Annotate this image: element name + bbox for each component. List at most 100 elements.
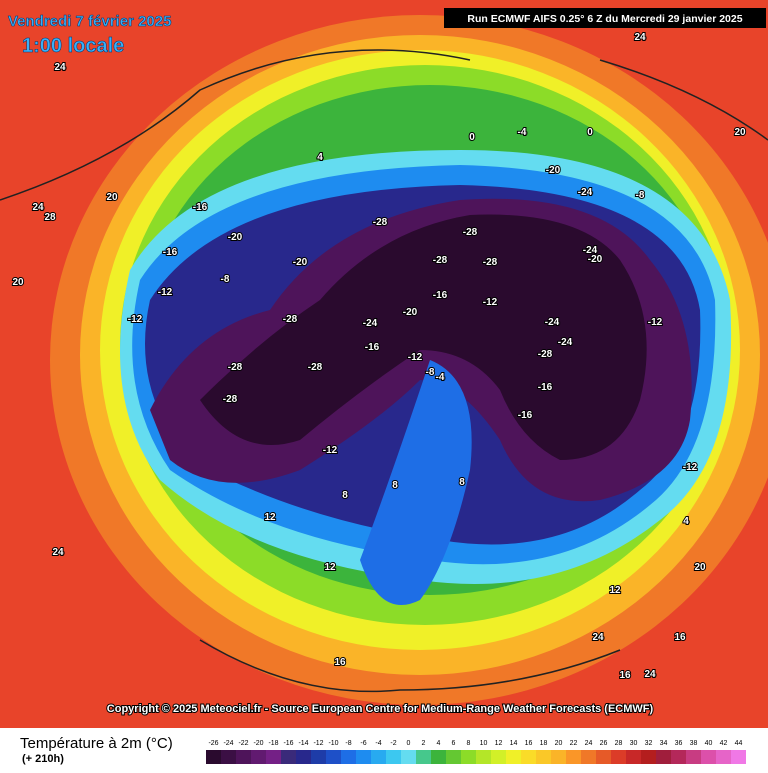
temperature-label: -16	[193, 202, 208, 213]
colorbar-cell	[446, 750, 461, 764]
temperature-label: 24	[644, 669, 656, 680]
colorbar-tick-label: 22	[570, 740, 578, 747]
colorbar-cell	[206, 750, 221, 764]
temperature-label: -28	[228, 362, 243, 373]
temperature-label: -28	[463, 227, 478, 238]
temperature-label: 4	[683, 516, 689, 527]
colorbar-tick-label: -20	[253, 740, 263, 747]
colorbar-tick-label: -22	[238, 740, 248, 747]
colorbar-tick-label: 8	[467, 740, 471, 747]
temperature-label: -20	[228, 232, 243, 243]
colorbar-tick-label: -10	[328, 740, 338, 747]
temperature-label: -28	[373, 217, 388, 228]
colorbar-tick-label: 34	[660, 740, 668, 747]
colorbar-tick-label: 20	[555, 740, 563, 747]
temperature-label: 0	[587, 127, 593, 138]
temperature-label: 24	[634, 32, 646, 43]
colorbar-cell	[326, 750, 341, 764]
temperature-label: -28	[433, 255, 448, 266]
colorbar-cell	[221, 750, 236, 764]
colorbar-tick-label: 18	[540, 740, 548, 747]
colorbar-tick-label: 10	[480, 740, 488, 747]
colorbar-cell	[476, 750, 491, 764]
temperature-label: 20	[694, 562, 706, 573]
temperature-label: -28	[223, 394, 238, 405]
colorbar-cell	[536, 750, 551, 764]
colorbar-cell	[461, 750, 476, 764]
temperature-label: -24	[578, 187, 593, 198]
temperature-label: -16	[365, 342, 380, 353]
temperature-label: 8	[392, 480, 398, 491]
temperature-label: 0	[469, 132, 475, 143]
temperature-label: -8	[636, 190, 645, 201]
colorbar-tick-label: 26	[600, 740, 608, 747]
colorbar-cell	[341, 750, 356, 764]
temperature-label: -28	[308, 362, 323, 373]
temperature-label: -8	[426, 367, 435, 378]
colorbar-cell	[431, 750, 446, 764]
temperature-label: -16	[433, 290, 448, 301]
temperature-label: -16	[518, 410, 533, 421]
temperature-label: -12	[408, 352, 423, 363]
temperature-label: 20	[106, 192, 118, 203]
run-box	[444, 8, 766, 28]
colorbar-cell	[266, 750, 281, 764]
temperature-label: -24	[545, 317, 560, 328]
temperature-label: 8	[459, 477, 465, 488]
colorbar-cell	[491, 750, 506, 764]
temperature-label: 16	[619, 670, 631, 681]
temperature-label: 20	[12, 277, 24, 288]
legend-title: Température à 2m (°C)	[20, 735, 173, 752]
colorbar-tick-label: -16	[283, 740, 293, 747]
temperature-label: -24	[558, 337, 573, 348]
temperature-label: -4	[436, 372, 445, 383]
colorbar-cell	[386, 750, 401, 764]
temperature-label: 28	[44, 212, 56, 223]
temperature-label: -12	[128, 314, 143, 325]
colorbar-cell	[701, 750, 716, 764]
colorbar-tick-label: -26	[208, 740, 218, 747]
colorbar-cell	[626, 750, 641, 764]
colorbar-tick-label: 42	[720, 740, 728, 747]
colorbar-tick-label: 2	[422, 740, 426, 747]
colorbar-cell	[731, 750, 746, 764]
temperature-label: -8	[221, 274, 230, 285]
temperature-label: 20	[734, 127, 746, 138]
colorbar-tick-label: 6	[452, 740, 456, 747]
colorbar-cell	[566, 750, 581, 764]
temperature-label: 12	[324, 562, 336, 573]
colorbar-cell	[251, 750, 266, 764]
temperature-label: -28	[283, 314, 298, 325]
temperature-label: -28	[538, 349, 553, 360]
colorbar-cell	[311, 750, 326, 764]
temperature-label: 8	[342, 490, 348, 501]
colorbar-cell	[641, 750, 656, 764]
temperature-label: -12	[323, 445, 338, 456]
temperature-label: -16	[163, 247, 178, 258]
contour-lines	[0, 49, 768, 693]
temperature-label: -20	[588, 254, 603, 265]
colorbar-tick-label: 44	[735, 740, 743, 747]
temperature-label: 16	[674, 632, 686, 643]
temperature-label: 4	[317, 152, 323, 163]
colorbar-tick-label: 4	[437, 740, 441, 747]
temperature-label: -24	[583, 245, 598, 256]
title: Vendredi 7 février 2025	[8, 13, 171, 30]
colorbar-tick-label: 16	[525, 740, 533, 747]
temperature-label: -20	[293, 257, 308, 268]
temperature-label: 24	[32, 202, 44, 213]
colorbar-tick-label: 0	[407, 740, 411, 747]
colorbar-cell	[416, 750, 431, 764]
temperature-label: -28	[483, 257, 498, 268]
temperature-label: 24	[52, 547, 64, 558]
colorbar-tick-label: 12	[495, 740, 503, 747]
colorbar-cell	[581, 750, 596, 764]
temperature-label: 24	[54, 62, 66, 73]
colorbar-cell	[281, 750, 296, 764]
colorbar-tick-label: 32	[645, 740, 653, 747]
colorbar-tick-label: 38	[690, 740, 698, 747]
temperature-label: 12	[609, 585, 621, 596]
colorbar-cell	[371, 750, 386, 764]
colorbar-cell	[521, 750, 536, 764]
